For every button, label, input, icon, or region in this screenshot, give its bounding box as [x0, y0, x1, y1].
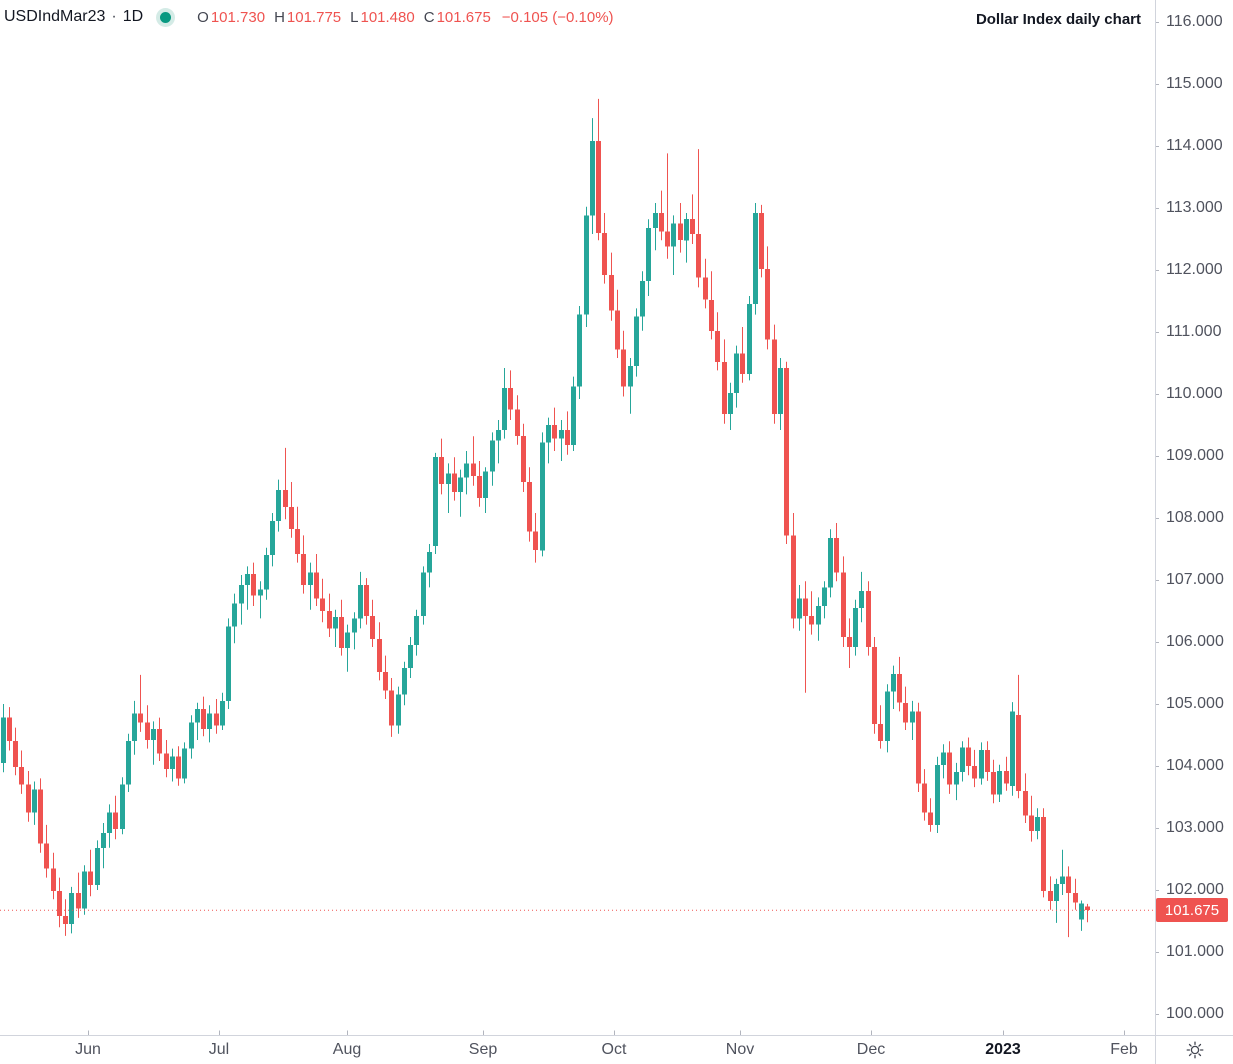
price-axis-label: 108.000: [1166, 509, 1224, 526]
chart-pane[interactable]: [0, 0, 1155, 1035]
candlestick-series: [1, 98, 1090, 938]
price-tick-mark: [1155, 580, 1159, 581]
price-axis-label: 105.000: [1166, 695, 1224, 712]
symbol-name[interactable]: USDIndMar23: [4, 8, 106, 25]
price-tick-mark: [1155, 394, 1159, 395]
interval-label[interactable]: 1D: [122, 8, 144, 25]
market-status-icon[interactable]: [156, 7, 176, 27]
time-axis-label: Sep: [468, 1041, 498, 1058]
time-axis-label: Jul: [208, 1041, 230, 1058]
price-axis-label: 114.000: [1166, 137, 1223, 154]
price-axis-label: 100.000: [1166, 1005, 1224, 1022]
change-value: −0.105 (−0.10%): [501, 8, 614, 26]
price-tick-mark: [1155, 270, 1159, 271]
price-tick-mark: [1155, 828, 1159, 829]
time-axis-separator: [0, 1035, 1233, 1036]
time-axis-label: Jun: [75, 1041, 101, 1058]
price-tick-mark: [1155, 890, 1159, 891]
high-value: 101.775: [286, 8, 342, 26]
price-axis-label: 109.000: [1166, 447, 1224, 464]
price-tick-mark: [1155, 766, 1159, 767]
low-value: 101.480: [360, 8, 415, 26]
price-tick-mark: [1155, 332, 1159, 333]
price-axis-separator: [1155, 0, 1156, 1064]
low-label: L: [350, 8, 359, 26]
price-axis-label: 102.000: [1166, 881, 1224, 898]
price-axis-label: 104.000: [1166, 757, 1224, 774]
open-label: O: [197, 8, 209, 26]
time-axis-label: Aug: [332, 1041, 362, 1058]
chart-title: Dollar Index daily chart: [975, 11, 1141, 28]
price-axis-label: 110.000: [1166, 385, 1223, 402]
price-axis[interactable]: 116.000 115.000 114.000 113.000 112.000 111.0…: [1155, 0, 1233, 1035]
price-tick-mark: [1155, 84, 1159, 85]
price-tick-mark: [1155, 952, 1159, 953]
time-axis[interactable]: Jun Jul Aug Sep Oct Nov Dec 2023 Feb: [0, 1036, 1233, 1064]
price-axis-label: 111.000: [1166, 323, 1222, 340]
legend: USDIndMar23 · 1D O 101.730 H 101.775 L 1…: [4, 5, 614, 29]
time-axis-label: Oct: [601, 1041, 627, 1058]
ohlc-values: O 101.730 H 101.775 L 101.480 C 101.675 …: [197, 9, 613, 26]
price-axis-label: 116.000: [1166, 13, 1223, 30]
legend-separator: ·: [111, 8, 117, 25]
price-tick-mark: [1155, 208, 1159, 209]
price-tick-mark: [1155, 146, 1159, 147]
high-label: H: [274, 8, 285, 26]
price-tick-mark: [1155, 1014, 1159, 1015]
price-tick-mark: [1155, 22, 1159, 23]
price-tick-mark: [1155, 456, 1159, 457]
gear-icon: [1186, 1041, 1203, 1059]
price-axis-label: 103.000: [1166, 819, 1224, 836]
price-axis-label: 101.000: [1166, 943, 1224, 960]
time-axis-label: Dec: [856, 1041, 886, 1058]
price-tick-mark: [1155, 704, 1159, 705]
price-axis-label: 112.000: [1166, 261, 1223, 278]
price-axis-label: 106.000: [1166, 633, 1224, 650]
open-value: 101.730: [210, 8, 266, 26]
price-axis-label: 115.000: [1166, 75, 1223, 92]
market-status-dot: [160, 11, 172, 23]
price-axis-label: 107.000: [1166, 571, 1224, 588]
time-axis-label: Nov: [725, 1041, 755, 1058]
close-label: C: [423, 8, 435, 26]
close-value: 101.675: [436, 8, 491, 26]
price-axis-label: 113.000: [1166, 199, 1223, 216]
time-axis-label: Feb: [1110, 1041, 1138, 1058]
time-axis-ticks: [88, 1030, 1125, 1035]
candlestick-chart: [0, 98, 1155, 1035]
price-tick-mark: [1155, 518, 1159, 519]
time-axis-label: 2023: [985, 1041, 1021, 1058]
price-tick-mark: [1155, 642, 1159, 643]
last-price-badge: 101.675: [1156, 898, 1228, 922]
chart-settings-button[interactable]: [1156, 1036, 1233, 1064]
